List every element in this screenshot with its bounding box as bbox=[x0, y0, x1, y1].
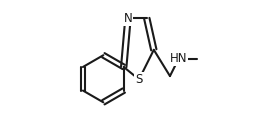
Text: HN: HN bbox=[170, 52, 187, 65]
Text: N: N bbox=[124, 12, 132, 25]
Text: S: S bbox=[135, 73, 143, 86]
